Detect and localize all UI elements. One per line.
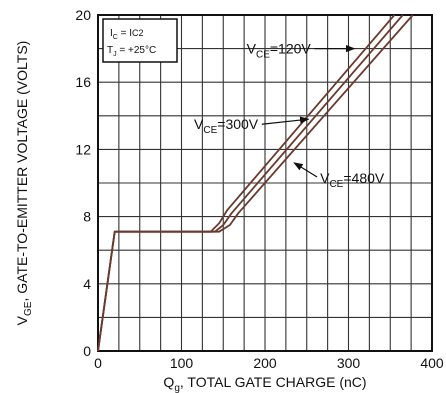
x-axis-sub: g: [174, 383, 180, 393]
legend-tj-symbol: T: [107, 45, 113, 56]
legend-ic-symbol: I: [110, 28, 113, 39]
x-tick-label: 100: [170, 355, 194, 371]
x-tick-label: 200: [253, 355, 277, 371]
series-label-value: =480V: [343, 170, 385, 186]
series-label: VCE=480V: [320, 170, 385, 190]
series-label-sub: CE: [256, 50, 270, 61]
series-lines: [97, 14, 414, 352]
legend-ic-equals: = I: [118, 28, 132, 39]
y-tick-label: 4: [83, 276, 91, 292]
legend-line-ic: IC = IC2: [110, 28, 144, 41]
y-tick-label: 12: [75, 141, 91, 157]
tick-labels: 0 100 200 300 400 0 4 8 12 16 20: [75, 7, 443, 371]
y-tick-label: 0: [83, 343, 91, 359]
series-label-symbol: V: [194, 116, 204, 132]
y-tick-label: 16: [75, 74, 91, 90]
y-axis-symbol: V: [14, 315, 30, 325]
series-label-sub: CE: [329, 179, 343, 190]
x-axis-label: Qg, TOTAL GATE CHARGE (nC): [163, 374, 366, 393]
legend-ic2-sub: C2: [132, 28, 144, 38]
legend-box: IC = IC2 TJ = +25°C: [102, 18, 178, 63]
x-tick-label: 0: [94, 355, 102, 371]
plot-area-frame: [97, 14, 433, 352]
annotation-arrow: [293, 162, 318, 178]
y-axis-text: , GATE-TO-EMITTER VOLTAGE (VOLTS): [14, 41, 30, 302]
series-label-sub: CE: [203, 125, 217, 136]
legend-ic-sub: C: [113, 34, 118, 41]
legend-tj-sub: J: [113, 51, 117, 58]
series-label-value: =300V: [217, 116, 259, 132]
annotation-arrow: [261, 116, 310, 125]
series-label-symbol: V: [320, 170, 330, 186]
series-label-value: =120V: [270, 41, 312, 57]
series-label: VCE=300V: [194, 116, 259, 136]
y-axis-label: VGE, GATE-TO-EMITTER VOLTAGE (VOLTS): [14, 41, 34, 326]
legend-tj-value: = +25°C: [117, 45, 157, 56]
y-tick-label: 8: [83, 209, 91, 225]
x-tick-label: 400: [420, 355, 444, 371]
legend-frame: [102, 18, 178, 63]
series-label-symbol: V: [247, 41, 257, 57]
y-axis-sub: GE: [23, 301, 34, 316]
x-axis-symbol: Q: [163, 374, 174, 390]
x-tick-label: 300: [337, 355, 361, 371]
series-label: VCE=120V: [247, 41, 312, 61]
legend-line-tj: TJ = +25°C: [107, 45, 156, 58]
series-line: [97, 14, 414, 352]
x-axis-text: , TOTAL GATE CHARGE (nC): [180, 374, 367, 390]
y-tick-label: 20: [75, 7, 91, 23]
